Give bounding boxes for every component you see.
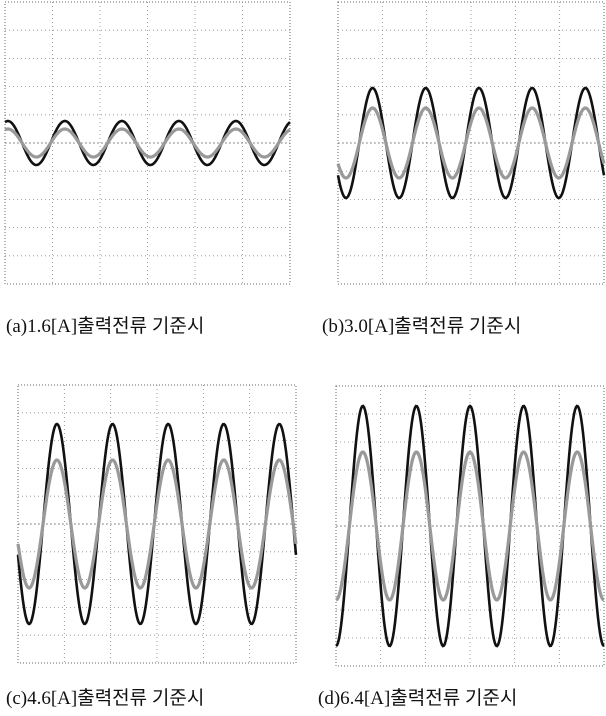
scope-frame <box>5 2 290 284</box>
caption: (b)3.0[A]출력전류 기준시 <box>322 315 521 337</box>
figure: (a)1.6[A]출력전류 기준시 (b)3.0[A]출력전류 기준시 (c)4… <box>0 0 606 716</box>
caption: (a)1.6[A]출력전류 기준시 <box>6 315 204 337</box>
caption: (c)4.6[A]출력전류 기준시 <box>6 687 204 709</box>
page: (a)1.6[A]출력전류 기준시 (b)3.0[A]출력전류 기준시 (c)4… <box>0 0 606 716</box>
caption: (d)6.4[A]출력전류 기준시 <box>318 687 517 709</box>
